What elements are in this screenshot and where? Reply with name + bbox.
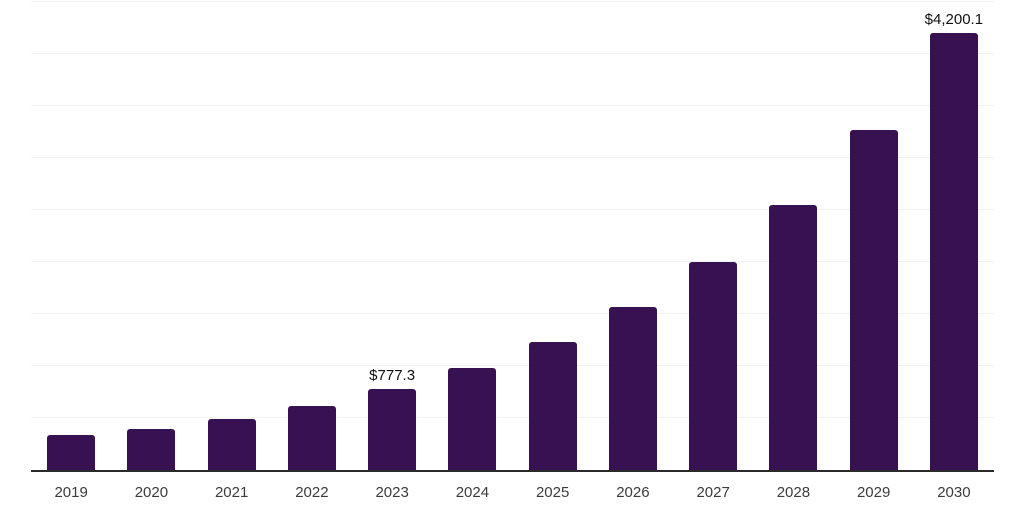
x-tick-label-2030: 2030 xyxy=(937,484,971,501)
bar-band-2025 xyxy=(513,2,593,470)
bar-2029 xyxy=(849,129,898,470)
gridline-1000 xyxy=(31,365,994,366)
bar-band-2028 xyxy=(753,2,833,470)
bar-2030 xyxy=(929,33,978,470)
gridline-500 xyxy=(31,417,994,418)
gridline-4500 xyxy=(31,1,994,2)
bar-2027 xyxy=(689,262,738,470)
x-tick-label-2027: 2027 xyxy=(696,484,730,501)
x-tick-label-2023: 2023 xyxy=(375,484,409,501)
bar-band-2026 xyxy=(593,2,673,470)
bar-band-2030: $4,200.1 xyxy=(914,2,994,470)
bar-2028 xyxy=(769,205,818,470)
gridline-2000 xyxy=(31,261,994,262)
x-tick-label-2029: 2029 xyxy=(856,484,891,501)
bar-band-2020 xyxy=(111,2,191,470)
bar-band-2024 xyxy=(432,2,512,470)
bar-band-2023: $777.3 xyxy=(352,2,432,470)
bar-2023 xyxy=(368,389,417,470)
bar-2024 xyxy=(448,367,497,470)
bar-band-2022 xyxy=(272,2,352,470)
x-tick-label-2024: 2024 xyxy=(455,484,490,501)
bar-band-2021 xyxy=(192,2,272,470)
bar-band-2019 xyxy=(31,2,111,470)
x-axis-line xyxy=(31,470,994,472)
gridline-1500 xyxy=(31,313,994,314)
value-label-2023: $777.3 xyxy=(369,367,416,385)
gridline-2500 xyxy=(31,209,994,210)
bars-row: $777.3 $4,200.1 xyxy=(31,2,994,470)
value-label-2030: $4,200.1 xyxy=(924,11,984,29)
bar-band-2027 xyxy=(673,2,753,470)
bar-2021 xyxy=(207,419,256,470)
x-tick-label-2021: 2021 xyxy=(214,484,249,501)
x-tick-label-2019: 2019 xyxy=(54,484,88,501)
gridline-3000 xyxy=(31,157,994,158)
x-tick-label-2025: 2025 xyxy=(535,484,570,501)
bar-2025 xyxy=(528,341,577,470)
x-tick-label-2022: 2022 xyxy=(295,484,329,501)
bar-2026 xyxy=(608,306,657,470)
x-tick-label-2020: 2020 xyxy=(134,484,169,501)
x-axis-labels: 2019 2020 2021 2022 2023 2024 2025 2026 2027 2028… xyxy=(31,481,994,505)
x-tick-label-2026: 2026 xyxy=(616,484,650,501)
gridline-3500 xyxy=(31,105,994,106)
bar-2019 xyxy=(47,435,96,470)
bar-band-2029 xyxy=(834,2,914,470)
gridline-4000 xyxy=(31,53,994,54)
plot-area: $777.3 $4,200.1 xyxy=(31,1,994,470)
bar-2022 xyxy=(287,406,336,470)
x-tick-label-2028: 2028 xyxy=(776,484,811,501)
bar-2020 xyxy=(127,429,176,470)
